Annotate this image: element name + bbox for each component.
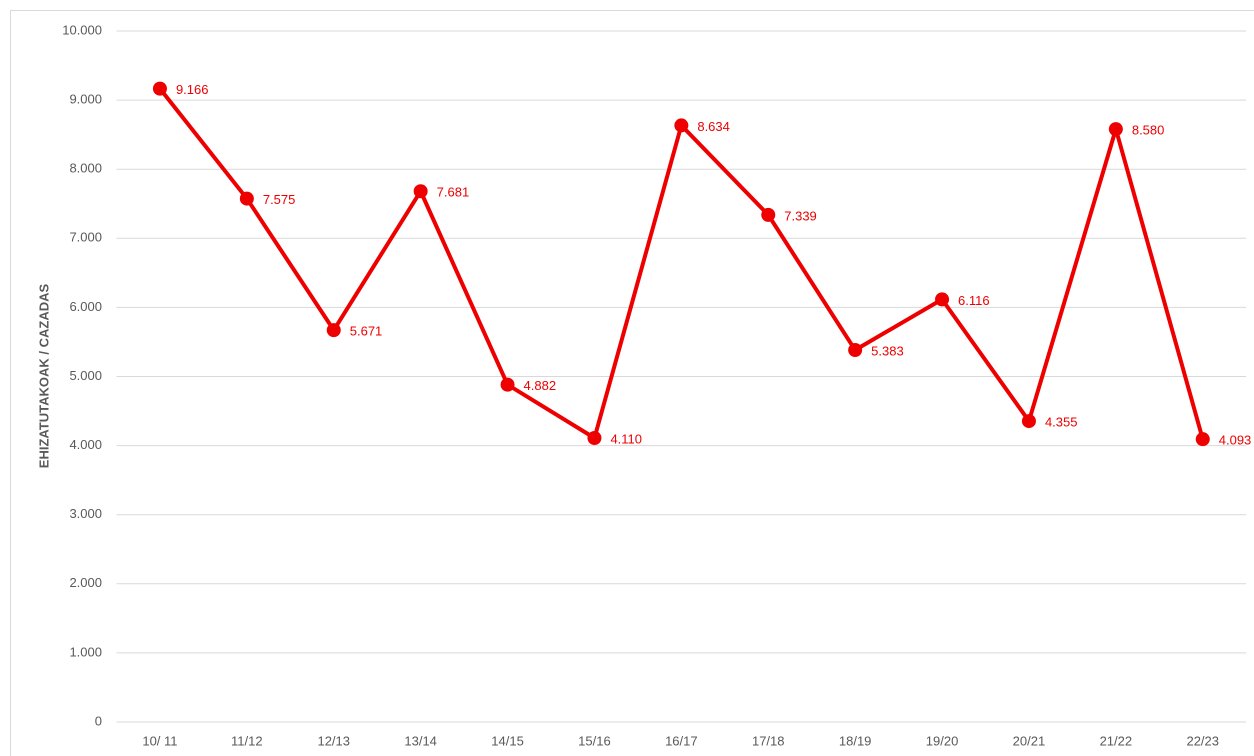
y-tick-label: 1.000	[69, 644, 102, 659]
data-label: 8.634	[697, 119, 730, 134]
y-tick-label: 0	[95, 713, 102, 728]
marker	[1195, 432, 1210, 447]
data-label: 6.116	[958, 293, 990, 308]
marker	[413, 184, 428, 199]
marker	[587, 430, 602, 445]
marker	[761, 207, 776, 222]
x-tick-label: 10/ 11	[142, 733, 177, 748]
y-tick-label: 2.000	[69, 575, 102, 590]
marker	[674, 118, 689, 133]
data-label: 4.882	[524, 378, 557, 393]
marker	[1021, 414, 1036, 429]
x-tick-label: 22/23	[1186, 733, 1219, 748]
data-label: 5.383	[871, 343, 904, 358]
data-label: 4.110	[610, 431, 642, 446]
chart-frame	[10, 10, 1254, 756]
y-tick-label: 6.000	[69, 299, 102, 314]
data-label: 9.166	[176, 82, 209, 97]
x-tick-label: 12/13	[317, 733, 350, 748]
marker	[848, 343, 863, 358]
marker	[1108, 122, 1123, 137]
x-tick-label: 18/19	[839, 733, 872, 748]
data-label: 8.580	[1132, 123, 1165, 138]
x-tick-label: 16/17	[665, 733, 698, 748]
data-label: 4.093	[1219, 433, 1252, 448]
x-tick-label: 21/22	[1100, 733, 1133, 748]
x-tick-label: 11/12	[231, 733, 263, 748]
x-tick-label: 19/20	[926, 733, 959, 748]
data-label: 7.339	[784, 208, 817, 223]
y-tick-label: 3.000	[69, 506, 102, 521]
marker	[152, 81, 167, 96]
data-label: 7.575	[263, 192, 296, 207]
marker	[935, 292, 950, 307]
y-tick-label: 8.000	[69, 161, 102, 176]
y-tick-label: 7.000	[69, 230, 102, 245]
x-tick-label: 14/15	[491, 733, 524, 748]
x-tick-label: 20/21	[1013, 733, 1046, 748]
y-tick-label: 4.000	[69, 437, 102, 452]
data-label: 4.355	[1045, 415, 1078, 430]
line	[158, 87, 1205, 440]
y-tick-label: 9.000	[69, 92, 102, 107]
y-axis-label: EHIZATUTAKOAK / CAZADAS	[36, 283, 51, 468]
marker	[326, 323, 341, 338]
y-tick-label: 5.000	[69, 368, 102, 383]
data-label: 7.681	[437, 185, 470, 200]
y-tick-label: 10.000	[62, 22, 102, 37]
data-label: 5.671	[350, 324, 383, 339]
x-tick-label: 17/18	[752, 733, 785, 748]
marker	[239, 191, 254, 206]
x-tick-label: 13/14	[404, 733, 437, 748]
x-tick-label: 15/16	[578, 733, 611, 748]
marker	[500, 377, 515, 392]
